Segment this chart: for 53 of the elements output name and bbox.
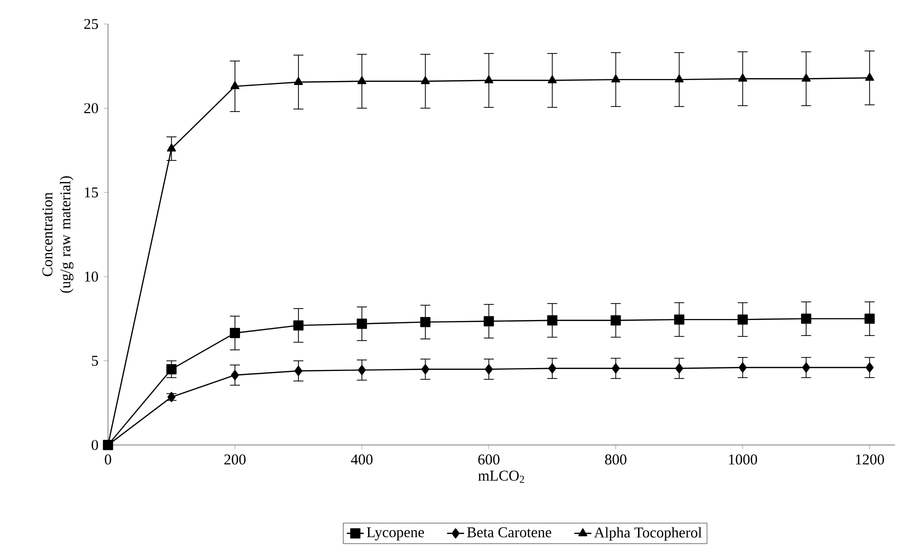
point [294,76,303,85]
point [357,76,366,84]
point [866,362,874,373]
point [674,314,684,325]
point [166,144,176,152]
point [801,314,812,324]
legend-label: Alpha Tocopherol [594,527,702,541]
x-axis-title: mLCO$_{2}$ [478,470,524,483]
point [738,314,748,325]
y-tick-label: 10 [84,272,98,282]
point [420,76,430,84]
point [738,74,748,82]
point [166,364,177,374]
point [484,316,494,326]
x-tick-label: 200 [224,454,246,465]
point [802,74,811,82]
point [612,363,620,374]
x-tick-label: 1000 [729,454,758,465]
y-tick-label: 5 [92,356,98,366]
point [674,74,684,82]
point [356,318,367,329]
point [421,364,430,374]
x-tick-label: 0 [104,454,112,465]
y-tick-label: 25 [84,18,98,30]
x-tick-label: 600 [478,454,500,465]
x-tick-label: 400 [350,454,373,465]
x-tick-label: 1200 [856,454,884,465]
point [230,81,240,90]
legend-label: Lycopene [366,527,424,540]
x-tick-label: 800 [605,454,626,465]
point [611,74,620,82]
point [548,363,556,374]
y-axis-title: Concentration (ug/g raw material) [42,176,74,293]
legend-label: Beta Carotene [467,527,552,538]
point [293,320,304,331]
point [738,362,747,373]
point [230,328,240,338]
point [230,370,239,380]
point [610,315,621,326]
point [358,364,366,376]
point [864,314,875,324]
point [548,75,557,84]
y-tick-label: 0 [92,440,98,450]
point [802,362,810,373]
point [675,363,684,374]
point [547,315,558,326]
point [865,72,874,81]
point [420,316,430,328]
point [294,366,302,376]
y-tick-label: 20 [84,103,98,114]
point [484,75,494,84]
y-tick-label: 15 [84,187,98,198]
point [484,364,493,374]
